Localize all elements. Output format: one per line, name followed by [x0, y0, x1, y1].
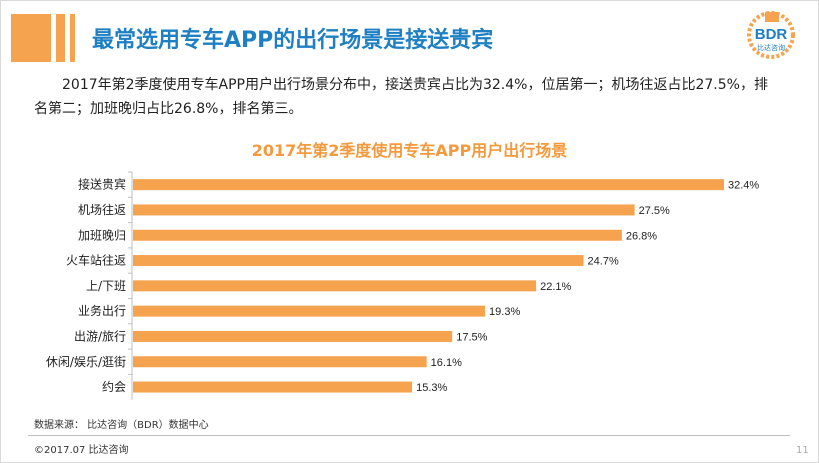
- category-label: 接送贵宾: [78, 177, 126, 192]
- copyright-text: ©2017.07 比达咨询: [34, 445, 129, 456]
- data-label: 24.7%: [588, 256, 619, 268]
- category-label: 加班晚归: [78, 228, 126, 242]
- page-number: 11: [796, 445, 809, 456]
- category-label: 火车站往返: [66, 253, 126, 268]
- page-title: 最常选用专车APP的出行场景是接送贵宾: [92, 28, 494, 53]
- bdr-logo-icon: BDR 比达咨询: [747, 11, 795, 59]
- bar: [133, 381, 413, 393]
- data-label: 15.3%: [416, 382, 447, 394]
- bar: [133, 255, 584, 267]
- bar: [133, 280, 537, 292]
- data-label: 32.4%: [728, 180, 759, 192]
- data-label: 16.1%: [431, 357, 462, 369]
- logo-subtext: 比达咨询: [757, 43, 785, 52]
- category-label: 机场往返: [78, 202, 126, 217]
- logo-text: BDR: [755, 26, 788, 43]
- bar: [133, 305, 486, 317]
- title-stripe-thin: [70, 14, 75, 62]
- source-note: 数据来源： 比达咨询（BDR）数据中心: [34, 420, 209, 431]
- bar: [133, 356, 427, 368]
- description-text: 2017年第2季度使用专车APP用户出行场景分布中，接送贵宾占比为32.4%，位…: [34, 77, 768, 117]
- category-label: 出游/旅行: [74, 329, 126, 343]
- data-label: 17.5%: [456, 331, 487, 343]
- chart-title: 2017年第2季度使用专车APP用户出行场景: [251, 141, 568, 160]
- data-label: 19.3%: [489, 306, 520, 318]
- data-label: 22.1%: [540, 281, 571, 293]
- bar: [133, 204, 635, 216]
- bar: [133, 330, 453, 342]
- bar: [133, 179, 724, 191]
- data-label: 26.8%: [626, 230, 657, 242]
- category-label: 业务出行: [78, 303, 126, 318]
- footer-divider: [28, 435, 790, 436]
- title-stripe-medium: [56, 14, 65, 62]
- category-label: 约会: [102, 379, 126, 394]
- title-stripe-wide: [11, 14, 51, 62]
- data-label: 27.5%: [639, 205, 670, 217]
- bar: [133, 229, 622, 241]
- category-label: 上/下班: [86, 279, 126, 293]
- category-label: 休闲/娱乐/逛街: [46, 355, 126, 369]
- bar-chart: 接送贵宾 32.4% 机场往返 27.5% 加班晚归 26.8% 火车站往返 24.7% 上/下…: [46, 171, 759, 400]
